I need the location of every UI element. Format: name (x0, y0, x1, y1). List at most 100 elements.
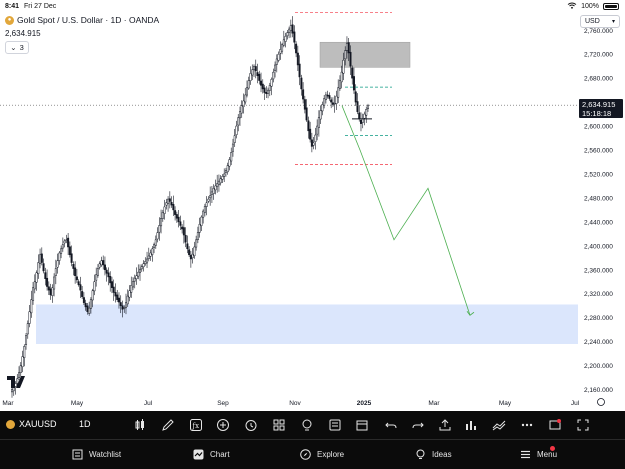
toolbar-symbol: XAUUSD (19, 419, 57, 429)
chevron-down-icon: ⌄ (10, 43, 17, 52)
candle-body (203, 206, 206, 213)
candle-body (21, 356, 24, 368)
tab-menu[interactable]: Menu (520, 446, 557, 460)
candle-body (195, 239, 198, 248)
price-tick-label: 2,480.000 (584, 195, 613, 202)
redo-icon[interactable] (411, 418, 425, 432)
header-last-price: 2,634.915 (5, 29, 41, 38)
candle-body (286, 32, 289, 37)
candle-body (251, 69, 254, 76)
svg-text:ƒx: ƒx (192, 422, 200, 430)
candle-body (81, 291, 84, 297)
candle-body (88, 307, 91, 314)
candle-body (253, 65, 256, 70)
add-icon[interactable] (216, 418, 230, 432)
candle-body (330, 99, 333, 103)
candle-body (56, 260, 59, 268)
candle-body (75, 276, 78, 281)
price-tick-label: 2,280.000 (584, 315, 613, 322)
price-chart[interactable]: 2,160.000 2,200.000 2,240.000 2,280.000 2,32… (0, 0, 625, 411)
bar-chart-icon[interactable] (464, 418, 478, 432)
fullscreen-icon[interactable] (576, 418, 590, 432)
candle-body (310, 139, 313, 147)
candle-body (358, 112, 361, 120)
candle-body (356, 101, 359, 112)
candle-body (186, 243, 189, 250)
bar-countdown: 15:18:18 (582, 109, 612, 118)
indicators-icon[interactable]: ƒx (189, 418, 203, 432)
ideas-publish-icon[interactable] (300, 418, 314, 432)
projection-path (341, 105, 471, 316)
tab-ideas[interactable]: Ideas (415, 449, 452, 460)
candle-body (60, 248, 63, 254)
drawing-toolbar: XAUUSD 1D ƒx (0, 411, 625, 439)
candle-body (298, 63, 301, 78)
battery-percent: 100% (581, 2, 599, 10)
tab-chart[interactable]: Chart (193, 449, 230, 460)
candle-body (351, 67, 354, 79)
indicators-count: 3 (19, 43, 24, 52)
candle-body (335, 95, 338, 104)
candle-body (284, 35, 287, 42)
candle-body (231, 143, 234, 152)
candle-body (96, 268, 99, 276)
tab-explore[interactable]: Explore (300, 449, 344, 460)
tab-watchlist[interactable]: Watchlist (72, 449, 121, 460)
candle-body (230, 152, 233, 162)
trading-icon[interactable] (328, 418, 342, 432)
candle-body (288, 28, 291, 33)
candle-body (263, 87, 266, 93)
undo-icon[interactable] (384, 418, 398, 432)
candle-body (149, 252, 152, 257)
currency-select[interactable]: USD ▾ (580, 15, 620, 28)
symbol-selector[interactable]: XAUUSD (6, 419, 57, 429)
candle-body (193, 246, 196, 257)
candle-body (79, 284, 82, 291)
candle-body (247, 80, 250, 89)
compare-icon[interactable] (492, 418, 506, 432)
timeframe-selector[interactable]: 1D (79, 419, 91, 429)
candle-body (175, 214, 178, 219)
candle-body (105, 269, 108, 274)
candle-body (67, 237, 70, 248)
candle-body (33, 281, 36, 290)
candle-body (303, 99, 306, 110)
alarm-icon[interactable] (244, 418, 258, 432)
candle-body (135, 275, 138, 280)
candle-body (209, 195, 212, 199)
candle-body (275, 58, 278, 65)
candle-body (181, 226, 184, 230)
candle-body (156, 232, 159, 240)
candle-body (133, 277, 136, 282)
candle-body (305, 107, 308, 121)
calendar-icon[interactable] (355, 418, 369, 432)
symbol-header[interactable]: ● Gold Spot / U.S. Dollar · 1D · OANDA (5, 15, 159, 25)
indicators-toggle[interactable]: ⌄ 3 (5, 41, 29, 54)
candle-body (153, 244, 156, 248)
candle-body (182, 227, 185, 236)
candle-body (144, 261, 147, 264)
candle-body (345, 43, 348, 51)
candle-body (25, 335, 28, 345)
price-tick-label: 2,240.000 (584, 339, 613, 346)
layout-icon[interactable] (272, 418, 286, 432)
candle-body (110, 281, 113, 288)
candle-body (147, 255, 150, 260)
more-icon[interactable] (520, 418, 534, 432)
candle-body (242, 100, 245, 107)
candle-body (238, 111, 241, 119)
candle-body (291, 24, 294, 34)
settings-panel-icon[interactable] (548, 418, 562, 432)
share-icon[interactable] (438, 418, 452, 432)
candle-body (214, 185, 217, 191)
pencil-icon[interactable] (161, 418, 175, 432)
candle-body (93, 281, 96, 292)
candle-body (163, 206, 166, 214)
status-date: Fri 27 Dec (24, 2, 57, 10)
candle-type-icon[interactable] (133, 418, 147, 432)
time-tick-label: Sep (217, 400, 229, 407)
candle-body (300, 77, 303, 90)
candle-body (140, 266, 143, 270)
candle-body (40, 253, 43, 263)
